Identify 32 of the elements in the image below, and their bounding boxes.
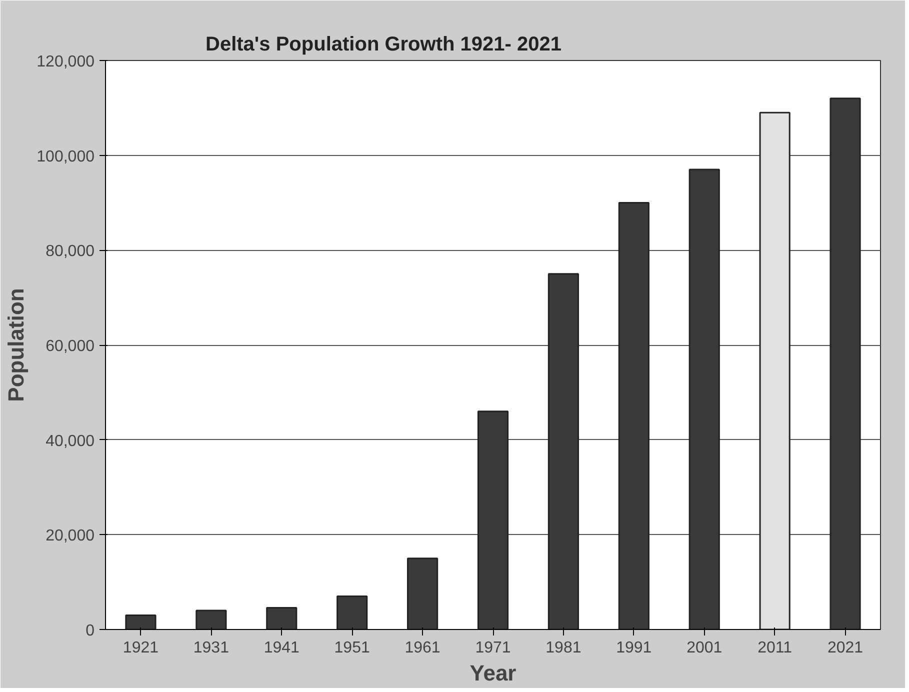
x-tick-label: 1971 [475, 640, 511, 656]
bar [618, 202, 650, 630]
bar [196, 610, 227, 630]
y-tick-label: 0 [86, 622, 95, 640]
bar [336, 596, 368, 630]
y-tick-label: 60,000 [46, 338, 95, 355]
bar [759, 112, 790, 630]
chart-title: Delta's Population Growth 1921- 2021 [206, 34, 562, 56]
bar [266, 606, 298, 630]
x-tick-label: 1941 [264, 640, 300, 656]
y-tick-label: 40,000 [46, 432, 95, 450]
x-tick-label: 1931 [193, 640, 230, 656]
y-tick-label: 20,000 [46, 528, 95, 545]
y-tick-label: 80,000 [46, 243, 95, 260]
x-tick-label: 1991 [616, 640, 652, 656]
bar [830, 98, 861, 630]
y-tick-label: 100,000 [36, 148, 95, 166]
bar [548, 273, 579, 630]
bar [407, 558, 438, 630]
x-tick-label: 2001 [686, 640, 722, 656]
bar [125, 614, 156, 630]
x-tick-label: 2021 [827, 640, 864, 656]
bar [688, 168, 720, 630]
x-tick-label: 1921 [122, 640, 159, 656]
bar [477, 410, 509, 630]
x-axis-title: Year [470, 660, 517, 686]
x-tick-label: 2011 [758, 640, 792, 656]
x-tick-label: 1961 [404, 640, 440, 656]
y-tick-label: 120,000 [36, 54, 95, 70]
x-tick-label: 1951 [334, 640, 370, 656]
y-axis-title: Population [4, 288, 29, 402]
x-tick-label: 1981 [546, 640, 582, 656]
